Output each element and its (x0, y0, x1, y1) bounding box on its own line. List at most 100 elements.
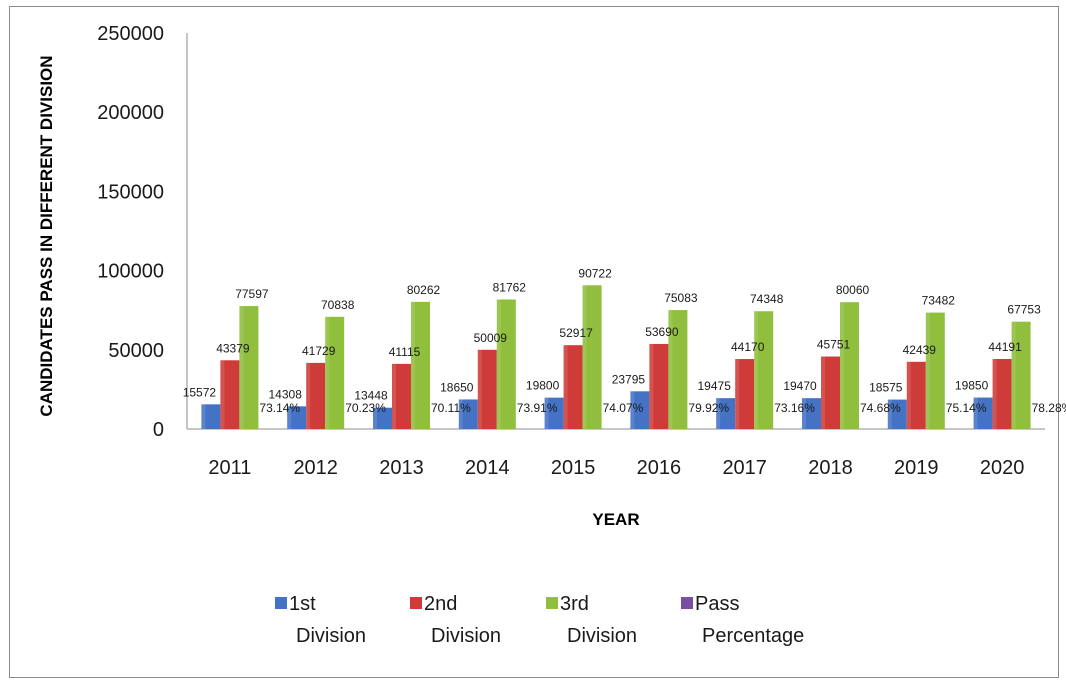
bar-highlight (239, 306, 244, 429)
data-label-series-3: 81762 (493, 280, 527, 294)
bar-series-1 (201, 404, 221, 429)
data-label-series-3: 80262 (407, 283, 441, 297)
data-label-series-2: 52917 (559, 326, 593, 340)
bar-highlight (544, 397, 549, 429)
y-tick-label: 100000 (97, 261, 164, 283)
data-label-series-3: 67753 (1007, 303, 1041, 317)
data-label-series-1: 19475 (698, 379, 732, 393)
bar-series-1 (887, 399, 907, 429)
bar-highlight (649, 343, 654, 429)
bar-series-1 (973, 397, 993, 429)
data-label-pass-percentage: 73.14% (259, 401, 300, 415)
bars (201, 285, 1031, 429)
data-label-series-1: 19470 (783, 379, 817, 393)
y-axis-title: CANDIDATES PASS IN DIFFERENT DIVISION (37, 55, 56, 416)
bar-series-1 (458, 399, 478, 429)
data-label-series-1: 14308 (269, 387, 303, 401)
bar-highlight (582, 285, 587, 429)
bar-series-2 (649, 343, 669, 429)
legend-swatch (275, 597, 287, 609)
data-label-series-2: 41115 (389, 345, 421, 359)
data-label-series-2: 53690 (645, 325, 679, 339)
x-axis-ticks: 2011 2012 2013 2014 2015 2016 2017 2018 2019 2020 (208, 457, 1024, 479)
bar-series-2 (563, 345, 583, 429)
y-tick-label: 250000 (97, 23, 164, 45)
bar-series-2 (220, 360, 240, 429)
bar-series-1 (802, 398, 821, 429)
bar-highlight (287, 406, 292, 429)
bar-series-2 (392, 363, 411, 429)
bar-series-1 (544, 397, 564, 429)
bar-highlight (716, 398, 721, 429)
x-tick-label: 2019 (894, 457, 939, 479)
data-label-series-2: 42439 (903, 343, 937, 357)
data-label-series-3: 70838 (321, 298, 355, 312)
bar-highlight (411, 301, 415, 429)
data-label-series-2: 45751 (817, 338, 851, 352)
bar-series-2 (477, 349, 497, 429)
y-tick-label: 150000 (97, 181, 164, 203)
legend-label: Division (431, 625, 501, 647)
bar-highlight (735, 359, 740, 429)
bar-highlight (220, 360, 225, 429)
x-axis-title: YEAR (592, 510, 639, 529)
chart-frame (9, 6, 1059, 678)
data-label-pass-percentage: 70.23% (345, 401, 386, 415)
data-label-pass-percentage: 75.14% (946, 401, 987, 415)
data-label-series-2: 44170 (731, 340, 765, 354)
bar-highlight (630, 391, 635, 429)
legend-label: Division (567, 625, 637, 647)
bar-highlight (496, 299, 501, 429)
bar-series-3 (239, 306, 259, 429)
x-tick-label: 2011 (208, 457, 251, 479)
bar-series-3 (840, 302, 859, 429)
data-label-series-2: 41729 (302, 344, 336, 358)
data-label-series-3: 80060 (836, 283, 870, 297)
bar-highlight (563, 345, 568, 429)
bar-highlight (802, 398, 806, 429)
legend-swatch (681, 597, 693, 609)
data-label-series-2: 44191 (988, 340, 1022, 354)
x-tick-label: 2017 (722, 457, 767, 479)
data-labels: 15572 43379 77597 73.14%14308 41729 70838 70.2… (183, 266, 1066, 415)
bar-series-3 (925, 312, 945, 429)
legend-label: 3rd (560, 593, 589, 615)
data-label-series-3: 74348 (750, 292, 784, 306)
data-label-series-1: 19800 (526, 379, 560, 393)
bar-highlight (373, 407, 377, 429)
bar-series-1 (373, 407, 392, 429)
bar-series-3 (1011, 321, 1031, 429)
data-label-pass-percentage: 73.91% (517, 401, 558, 415)
y-tick-label: 0 (153, 419, 164, 441)
data-label-pass-percentage: 70.11% (431, 401, 471, 415)
data-label-series-1: 15572 (183, 385, 217, 399)
bar-highlight (840, 302, 844, 429)
x-tick-label: 2012 (293, 457, 338, 479)
x-tick-label: 2015 (551, 457, 596, 479)
bar-series-2 (906, 361, 926, 429)
data-label-pass-percentage: 73.16% (774, 401, 815, 415)
bar-highlight (477, 349, 482, 429)
bar-highlight (458, 399, 463, 429)
bar-highlight (887, 399, 892, 429)
legend: 1st Division 2nd Division 3rd Division Pass Per… (275, 593, 804, 647)
bar-highlight (306, 362, 311, 429)
bar-series-2 (821, 356, 840, 429)
legend-label: Pass (695, 593, 739, 615)
data-label-series-1: 19850 (955, 379, 989, 393)
data-label-pass-percentage: 78.28% (1032, 401, 1066, 415)
bar-series-2 (992, 359, 1012, 429)
legend-label: Percentage (702, 625, 804, 647)
bar-series-3 (325, 316, 345, 429)
data-label-series-1: 23795 (612, 372, 646, 386)
bar-series-1 (716, 398, 736, 429)
y-tick-label: 50000 (108, 340, 164, 362)
bar-series-1 (287, 406, 307, 429)
bar-series-1 (630, 391, 650, 429)
data-label-pass-percentage: 79.92% (688, 401, 729, 415)
data-label-pass-percentage: 74.68% (860, 401, 901, 415)
data-label-series-2: 43379 (216, 341, 250, 355)
bar-highlight (392, 363, 396, 429)
x-tick-label: 2013 (379, 457, 424, 479)
